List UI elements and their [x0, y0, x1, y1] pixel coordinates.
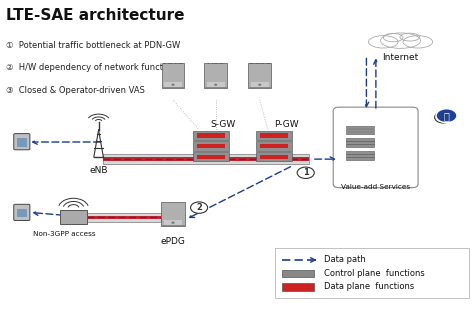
FancyBboxPatch shape	[275, 248, 469, 298]
FancyBboxPatch shape	[282, 283, 314, 291]
FancyBboxPatch shape	[204, 87, 227, 88]
FancyBboxPatch shape	[87, 216, 161, 219]
Text: PCRF: PCRF	[248, 63, 271, 72]
Circle shape	[214, 84, 217, 86]
Text: Non-3GPP access: Non-3GPP access	[33, 231, 95, 237]
Text: HSS: HSS	[207, 63, 225, 72]
FancyBboxPatch shape	[248, 87, 271, 88]
FancyBboxPatch shape	[193, 141, 228, 151]
Text: Data plane  functions: Data plane functions	[324, 282, 414, 291]
FancyBboxPatch shape	[346, 132, 374, 134]
Circle shape	[297, 167, 314, 178]
Circle shape	[435, 112, 452, 123]
FancyBboxPatch shape	[193, 152, 228, 161]
Text: Internet: Internet	[383, 53, 419, 62]
Text: Value-add Services: Value-add Services	[341, 184, 410, 190]
FancyBboxPatch shape	[193, 131, 228, 140]
FancyBboxPatch shape	[161, 224, 185, 226]
FancyBboxPatch shape	[197, 144, 225, 148]
FancyBboxPatch shape	[17, 138, 27, 146]
FancyBboxPatch shape	[103, 154, 309, 164]
Text: ③  Closed & Operator-driven VAS: ③ Closed & Operator-driven VAS	[6, 86, 145, 94]
FancyBboxPatch shape	[346, 157, 374, 160]
FancyBboxPatch shape	[346, 154, 374, 157]
FancyBboxPatch shape	[346, 139, 374, 141]
FancyBboxPatch shape	[161, 202, 185, 226]
FancyBboxPatch shape	[87, 213, 161, 222]
FancyBboxPatch shape	[346, 129, 374, 131]
Ellipse shape	[400, 33, 419, 41]
Circle shape	[258, 84, 261, 86]
Text: ①  Potential traffic bottleneck at PDN-GW: ① Potential traffic bottleneck at PDN-GW	[6, 41, 180, 50]
Text: 2: 2	[196, 203, 202, 212]
FancyBboxPatch shape	[14, 133, 30, 150]
FancyBboxPatch shape	[162, 63, 184, 88]
Ellipse shape	[403, 36, 433, 48]
FancyBboxPatch shape	[162, 87, 184, 88]
FancyBboxPatch shape	[282, 270, 314, 277]
Text: ②  H/W dependency of network functions: ② H/W dependency of network functions	[6, 63, 180, 72]
FancyBboxPatch shape	[260, 155, 288, 159]
FancyBboxPatch shape	[260, 144, 288, 148]
FancyBboxPatch shape	[346, 141, 374, 144]
Ellipse shape	[383, 33, 403, 42]
FancyBboxPatch shape	[61, 210, 86, 224]
Text: P-GW: P-GW	[274, 120, 299, 129]
FancyBboxPatch shape	[197, 133, 225, 138]
FancyBboxPatch shape	[346, 144, 374, 147]
Text: Control plane  functions: Control plane functions	[324, 269, 425, 278]
Text: MME: MME	[163, 63, 183, 72]
Text: S-GW: S-GW	[210, 120, 236, 129]
FancyBboxPatch shape	[164, 220, 182, 225]
FancyBboxPatch shape	[207, 82, 225, 87]
FancyBboxPatch shape	[248, 63, 271, 88]
FancyBboxPatch shape	[346, 151, 374, 154]
FancyBboxPatch shape	[346, 126, 374, 128]
FancyBboxPatch shape	[103, 158, 309, 161]
FancyBboxPatch shape	[256, 141, 292, 151]
Circle shape	[172, 222, 174, 224]
FancyBboxPatch shape	[197, 155, 225, 159]
FancyBboxPatch shape	[260, 133, 288, 138]
FancyBboxPatch shape	[14, 204, 30, 221]
Ellipse shape	[368, 36, 398, 48]
FancyBboxPatch shape	[256, 152, 292, 161]
Ellipse shape	[381, 33, 420, 49]
FancyBboxPatch shape	[256, 131, 292, 140]
Text: 1: 1	[303, 168, 309, 177]
FancyBboxPatch shape	[251, 82, 269, 87]
Text: ePDG: ePDG	[161, 237, 185, 246]
Circle shape	[172, 84, 174, 86]
Text: LTE-SAE architecture: LTE-SAE architecture	[6, 8, 184, 23]
FancyBboxPatch shape	[204, 63, 227, 88]
Text: 🔒: 🔒	[444, 111, 449, 121]
Text: eNB: eNB	[89, 166, 108, 175]
FancyBboxPatch shape	[17, 209, 27, 217]
FancyBboxPatch shape	[333, 107, 418, 188]
Text: 3: 3	[440, 113, 446, 122]
FancyBboxPatch shape	[164, 82, 182, 87]
Circle shape	[191, 202, 208, 213]
Text: Data path: Data path	[324, 256, 365, 264]
Circle shape	[436, 109, 457, 123]
